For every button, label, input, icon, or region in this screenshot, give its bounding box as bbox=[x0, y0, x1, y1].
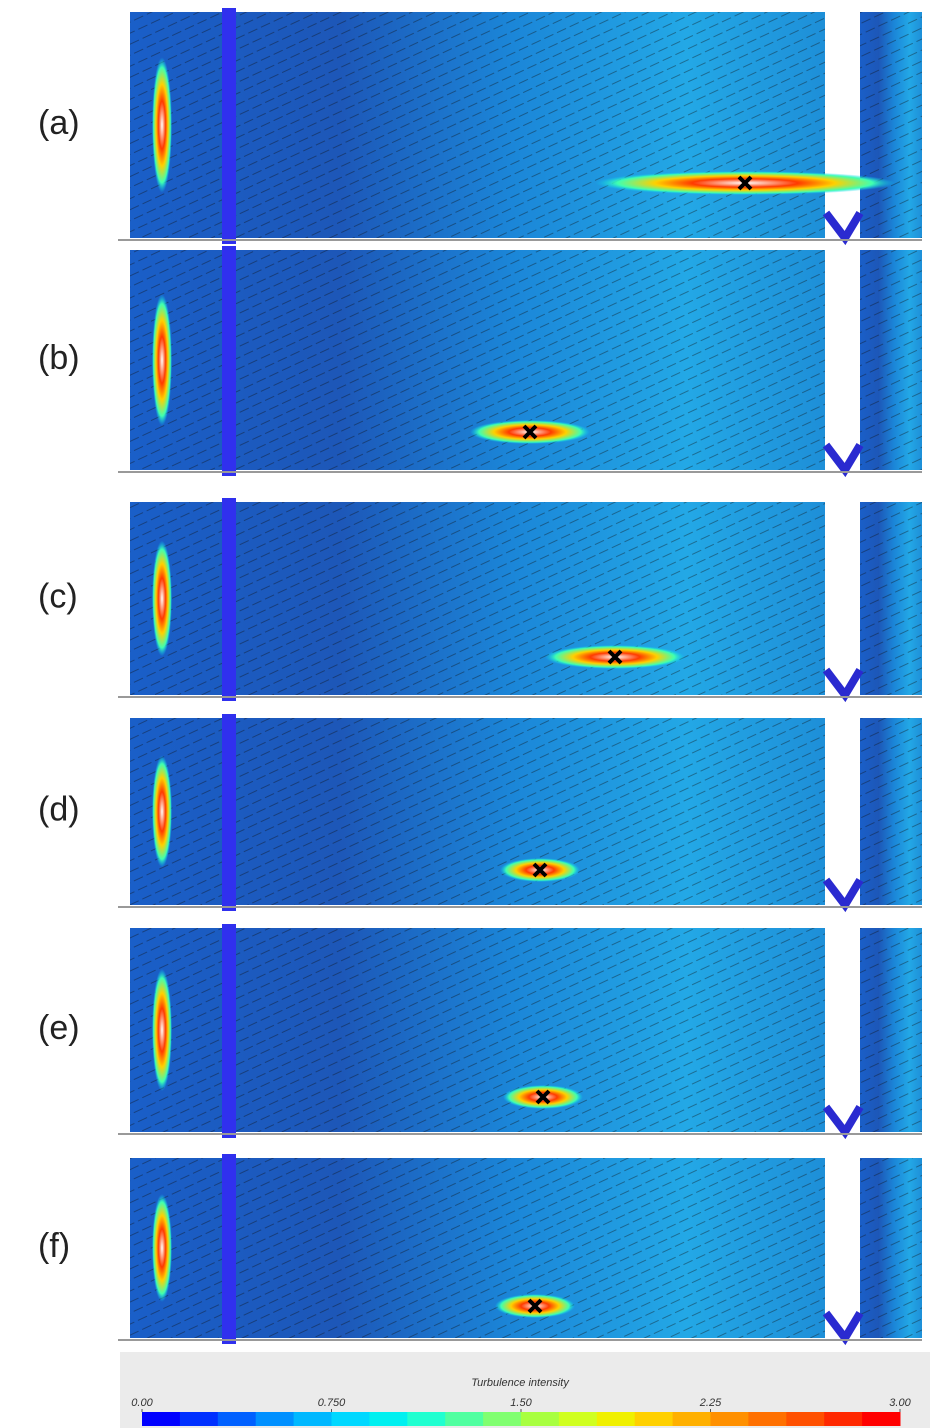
panel-label: (a) bbox=[38, 104, 80, 142]
vortex-center bbox=[535, 1089, 551, 1105]
outlet bbox=[822, 1310, 864, 1346]
velocity-vectors bbox=[130, 718, 825, 905]
colorbar-swatch bbox=[445, 1412, 484, 1426]
panel: (d) bbox=[38, 714, 922, 913]
colorbar-tick-label: 2.25 bbox=[699, 1397, 722, 1409]
colorbar-swatch bbox=[217, 1412, 257, 1426]
panel-label: (b) bbox=[38, 339, 80, 377]
colorbar-swatch bbox=[672, 1412, 711, 1426]
colorbar-swatch bbox=[142, 1412, 181, 1426]
colorbar-swatch bbox=[331, 1412, 370, 1426]
velocity-vectors bbox=[860, 12, 922, 238]
velocity-vectors bbox=[860, 718, 922, 905]
panel: (f) bbox=[38, 1154, 922, 1346]
panel-label: (d) bbox=[38, 790, 80, 828]
colorbar-title: Turbulence intensity bbox=[471, 1377, 570, 1389]
panel: (b) bbox=[38, 246, 922, 478]
colorbar-swatch bbox=[862, 1412, 901, 1426]
panel-label: (c) bbox=[38, 577, 78, 615]
vortex-center bbox=[737, 175, 753, 191]
colorbar-swatch bbox=[369, 1412, 408, 1426]
inlet-pipe bbox=[222, 714, 236, 911]
colorbar-swatch bbox=[786, 1412, 825, 1426]
colorbar-tick-label: 0.00 bbox=[131, 1397, 153, 1409]
colorbar-swatch bbox=[407, 1412, 446, 1426]
colorbar-swatch bbox=[558, 1412, 598, 1426]
colorbar-tick-label: 3.00 bbox=[889, 1397, 911, 1409]
hotspot bbox=[152, 1194, 172, 1302]
inlet-pipe bbox=[222, 924, 236, 1138]
velocity-vectors bbox=[130, 502, 825, 695]
velocity-vectors bbox=[130, 1158, 825, 1338]
outlet bbox=[822, 667, 864, 703]
vortex-center bbox=[522, 424, 538, 440]
panel: (e) bbox=[38, 924, 922, 1140]
colorbar-swatch bbox=[483, 1412, 522, 1426]
panel: (a) bbox=[38, 8, 922, 246]
hotspot bbox=[152, 294, 172, 426]
outlet bbox=[822, 1104, 864, 1140]
inlet-pipe bbox=[222, 1154, 236, 1344]
velocity-vectors bbox=[860, 502, 922, 695]
colorbar-swatch bbox=[596, 1412, 636, 1426]
colorbar-swatch bbox=[255, 1412, 295, 1426]
panel: (c) bbox=[38, 498, 922, 703]
colorbar-swatch bbox=[521, 1412, 560, 1426]
outlet bbox=[822, 210, 864, 246]
inlet-pipe bbox=[222, 498, 236, 701]
colorbar-swatch bbox=[824, 1412, 863, 1426]
colorbar-swatch bbox=[634, 1412, 674, 1426]
outlet bbox=[822, 877, 864, 913]
outlet bbox=[822, 442, 864, 478]
hotspot bbox=[152, 755, 172, 868]
hotspot bbox=[152, 540, 172, 657]
vortex-center bbox=[607, 649, 623, 665]
colorbar-tick-label: 1.50 bbox=[510, 1397, 532, 1409]
vortex-center bbox=[532, 862, 548, 878]
velocity-vectors bbox=[860, 1158, 922, 1338]
colorbar-swatch bbox=[293, 1412, 332, 1426]
hotspot bbox=[152, 968, 172, 1092]
panel-label: (e) bbox=[38, 1009, 80, 1047]
velocity-vectors bbox=[860, 928, 922, 1132]
panel-label: (f) bbox=[38, 1227, 70, 1265]
velocity-vectors bbox=[130, 928, 825, 1132]
inlet-pipe bbox=[222, 8, 236, 244]
colorbar-tick-label: 0.750 bbox=[318, 1397, 346, 1409]
colorbar-swatch bbox=[710, 1412, 749, 1426]
hotspot bbox=[152, 57, 172, 193]
colorbar-swatch bbox=[179, 1412, 219, 1426]
velocity-vectors bbox=[860, 250, 922, 470]
inlet-pipe bbox=[222, 246, 236, 476]
velocity-vectors bbox=[130, 12, 825, 238]
colorbar-swatch bbox=[748, 1412, 787, 1426]
vortex-center bbox=[527, 1298, 543, 1314]
